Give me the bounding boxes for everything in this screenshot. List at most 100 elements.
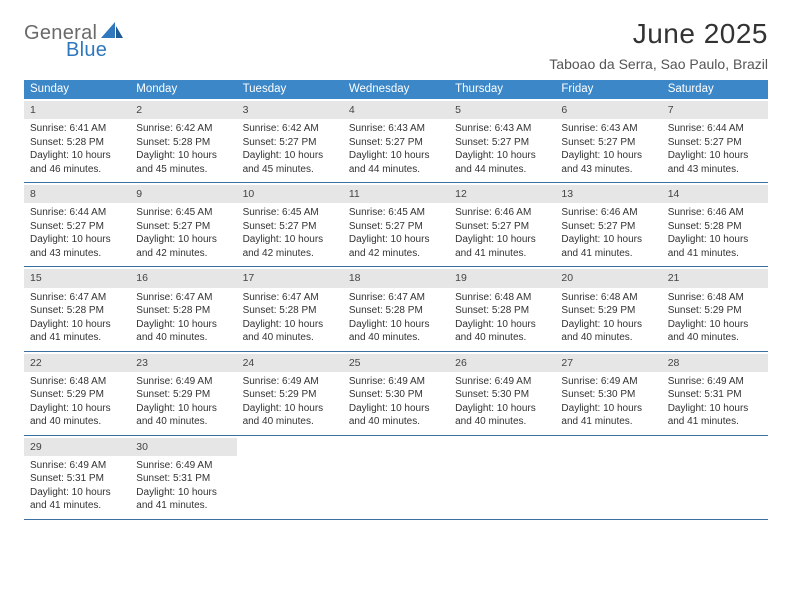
day-cell-empty: [662, 436, 768, 519]
day-cell: 3Sunrise: 6:42 AMSunset: 5:27 PMDaylight…: [237, 99, 343, 182]
day-cell: 21Sunrise: 6:48 AMSunset: 5:29 PMDayligh…: [662, 267, 768, 350]
day-cell: 22Sunrise: 6:48 AMSunset: 5:29 PMDayligh…: [24, 352, 130, 435]
day-number: 7: [662, 101, 768, 119]
dow-header-cell: Saturday: [662, 80, 768, 99]
day-cell: 29Sunrise: 6:49 AMSunset: 5:31 PMDayligh…: [24, 436, 130, 519]
daylight-line: Daylight: 10 hours and 41 minutes.: [668, 233, 762, 260]
daylight-line: Daylight: 10 hours and 40 minutes.: [455, 402, 549, 429]
day-cell: 26Sunrise: 6:49 AMSunset: 5:30 PMDayligh…: [449, 352, 555, 435]
day-number: 17: [237, 269, 343, 287]
day-cell: 2Sunrise: 6:42 AMSunset: 5:28 PMDaylight…: [130, 99, 236, 182]
sunset-line: Sunset: 5:31 PM: [668, 388, 762, 402]
day-cell: 13Sunrise: 6:46 AMSunset: 5:27 PMDayligh…: [555, 183, 661, 266]
dow-header-cell: Wednesday: [343, 80, 449, 99]
sunset-line: Sunset: 5:27 PM: [561, 220, 655, 234]
day-cell: 20Sunrise: 6:48 AMSunset: 5:29 PMDayligh…: [555, 267, 661, 350]
day-cell: 8Sunrise: 6:44 AMSunset: 5:27 PMDaylight…: [24, 183, 130, 266]
day-number: 5: [449, 101, 555, 119]
sunset-line: Sunset: 5:30 PM: [561, 388, 655, 402]
daylight-line: Daylight: 10 hours and 46 minutes.: [30, 149, 124, 176]
day-cell: 7Sunrise: 6:44 AMSunset: 5:27 PMDaylight…: [662, 99, 768, 182]
sunrise-line: Sunrise: 6:44 AM: [30, 206, 124, 220]
month-title: June 2025: [549, 18, 768, 50]
week-row: 22Sunrise: 6:48 AMSunset: 5:29 PMDayligh…: [24, 352, 768, 436]
day-number: 10: [237, 185, 343, 203]
daylight-line: Daylight: 10 hours and 40 minutes.: [455, 318, 549, 345]
sunrise-line: Sunrise: 6:45 AM: [243, 206, 337, 220]
daylight-line: Daylight: 10 hours and 45 minutes.: [243, 149, 337, 176]
sunrise-line: Sunrise: 6:46 AM: [455, 206, 549, 220]
daylight-line: Daylight: 10 hours and 40 minutes.: [136, 402, 230, 429]
sunset-line: Sunset: 5:27 PM: [243, 220, 337, 234]
sunset-line: Sunset: 5:28 PM: [455, 304, 549, 318]
weeks-container: 1Sunrise: 6:41 AMSunset: 5:28 PMDaylight…: [24, 99, 768, 520]
day-number: 4: [343, 101, 449, 119]
day-cell: 4Sunrise: 6:43 AMSunset: 5:27 PMDaylight…: [343, 99, 449, 182]
sunset-line: Sunset: 5:29 PM: [136, 388, 230, 402]
day-cell: 15Sunrise: 6:47 AMSunset: 5:28 PMDayligh…: [24, 267, 130, 350]
sunrise-line: Sunrise: 6:49 AM: [561, 375, 655, 389]
sunrise-line: Sunrise: 6:45 AM: [136, 206, 230, 220]
brand-word-b: Blue: [66, 40, 123, 60]
dow-header-cell: Monday: [130, 80, 236, 99]
sunrise-line: Sunrise: 6:49 AM: [668, 375, 762, 389]
sunrise-line: Sunrise: 6:46 AM: [561, 206, 655, 220]
day-number: 24: [237, 354, 343, 372]
sunset-line: Sunset: 5:27 PM: [668, 136, 762, 150]
sunset-line: Sunset: 5:27 PM: [136, 220, 230, 234]
sunrise-line: Sunrise: 6:49 AM: [349, 375, 443, 389]
sunrise-line: Sunrise: 6:49 AM: [455, 375, 549, 389]
day-number: 20: [555, 269, 661, 287]
header: General Blue June 2025 Taboao da Serra, …: [24, 18, 768, 72]
daylight-line: Daylight: 10 hours and 41 minutes.: [561, 233, 655, 260]
day-cell: 23Sunrise: 6:49 AMSunset: 5:29 PMDayligh…: [130, 352, 236, 435]
sunrise-line: Sunrise: 6:45 AM: [349, 206, 443, 220]
sunrise-line: Sunrise: 6:44 AM: [668, 122, 762, 136]
daylight-line: Daylight: 10 hours and 43 minutes.: [30, 233, 124, 260]
calendar-page: General Blue June 2025 Taboao da Serra, …: [0, 0, 792, 530]
sunrise-line: Sunrise: 6:43 AM: [455, 122, 549, 136]
daylight-line: Daylight: 10 hours and 42 minutes.: [136, 233, 230, 260]
sunset-line: Sunset: 5:27 PM: [455, 220, 549, 234]
sunrise-line: Sunrise: 6:48 AM: [668, 291, 762, 305]
day-number: 27: [555, 354, 661, 372]
day-cell: 1Sunrise: 6:41 AMSunset: 5:28 PMDaylight…: [24, 99, 130, 182]
day-number: 8: [24, 185, 130, 203]
sunset-line: Sunset: 5:29 PM: [668, 304, 762, 318]
sunset-line: Sunset: 5:29 PM: [561, 304, 655, 318]
daylight-line: Daylight: 10 hours and 41 minutes.: [136, 486, 230, 513]
sunrise-line: Sunrise: 6:43 AM: [349, 122, 443, 136]
day-number: 9: [130, 185, 236, 203]
sunrise-line: Sunrise: 6:49 AM: [243, 375, 337, 389]
sunrise-line: Sunrise: 6:46 AM: [668, 206, 762, 220]
sunset-line: Sunset: 5:31 PM: [30, 472, 124, 486]
sunrise-line: Sunrise: 6:48 AM: [30, 375, 124, 389]
sunset-line: Sunset: 5:27 PM: [349, 220, 443, 234]
sunrise-line: Sunrise: 6:47 AM: [136, 291, 230, 305]
day-number: 12: [449, 185, 555, 203]
sunrise-line: Sunrise: 6:43 AM: [561, 122, 655, 136]
dow-header-row: SundayMondayTuesdayWednesdayThursdayFrid…: [24, 80, 768, 99]
daylight-line: Daylight: 10 hours and 40 minutes.: [243, 402, 337, 429]
sunrise-line: Sunrise: 6:47 AM: [30, 291, 124, 305]
day-number: 26: [449, 354, 555, 372]
daylight-line: Daylight: 10 hours and 40 minutes.: [243, 318, 337, 345]
day-number: 2: [130, 101, 236, 119]
sunset-line: Sunset: 5:30 PM: [349, 388, 443, 402]
dow-header-cell: Sunday: [24, 80, 130, 99]
sunset-line: Sunset: 5:28 PM: [136, 136, 230, 150]
day-cell: 19Sunrise: 6:48 AMSunset: 5:28 PMDayligh…: [449, 267, 555, 350]
sunset-line: Sunset: 5:27 PM: [349, 136, 443, 150]
sunrise-line: Sunrise: 6:49 AM: [136, 375, 230, 389]
day-number: 15: [24, 269, 130, 287]
daylight-line: Daylight: 10 hours and 40 minutes.: [349, 402, 443, 429]
day-number: 3: [237, 101, 343, 119]
day-number: 14: [662, 185, 768, 203]
day-number: 16: [130, 269, 236, 287]
day-cell: 6Sunrise: 6:43 AMSunset: 5:27 PMDaylight…: [555, 99, 661, 182]
week-row: 15Sunrise: 6:47 AMSunset: 5:28 PMDayligh…: [24, 267, 768, 351]
dow-header-cell: Tuesday: [237, 80, 343, 99]
day-cell: 17Sunrise: 6:47 AMSunset: 5:28 PMDayligh…: [237, 267, 343, 350]
day-number: 25: [343, 354, 449, 372]
day-number: 22: [24, 354, 130, 372]
